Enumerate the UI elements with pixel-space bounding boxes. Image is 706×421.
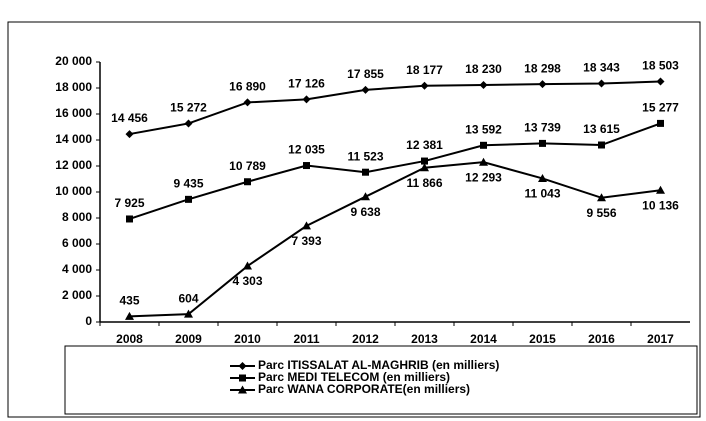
marker	[302, 221, 311, 230]
data-label: 18 343	[583, 61, 620, 75]
data-label: 18 503	[642, 59, 679, 73]
series-line	[129, 161, 661, 318]
marker	[244, 178, 251, 186]
marker	[243, 98, 252, 107]
legend-label: Parc WANA CORPORATE(en milliers)	[258, 382, 470, 396]
data-label: 11 866	[406, 176, 442, 190]
data-label: 13 615	[583, 122, 620, 136]
legend-label: Parc MEDI TELECOM (en milliers)	[258, 370, 450, 384]
data-label: 4 303	[232, 274, 262, 288]
data-label: 14 456	[111, 111, 148, 125]
data-label: 9 556	[586, 206, 616, 220]
data-label: 13 592	[465, 122, 502, 136]
marker	[597, 193, 606, 202]
marker	[362, 168, 369, 176]
data-label: 12 035	[288, 143, 325, 157]
x-tick-label: 2011	[293, 332, 319, 346]
data-label: 16 890	[229, 80, 266, 94]
series-line	[129, 80, 661, 136]
y-tick-label: 8 000	[62, 210, 92, 224]
y-tick-label: 2 000	[62, 288, 92, 302]
data-label: 12 293	[465, 170, 502, 184]
x-tick-label: 2012	[352, 332, 379, 346]
data-label: 604	[178, 291, 198, 305]
marker	[538, 80, 547, 89]
data-label: 18 230	[465, 62, 502, 76]
series-line	[129, 122, 661, 220]
marker	[420, 163, 429, 172]
marker	[479, 157, 488, 166]
y-tick-label: 0	[85, 314, 92, 328]
marker	[538, 173, 547, 182]
marker	[361, 85, 370, 94]
y-tick-label: 10 000	[55, 184, 92, 198]
marker	[656, 77, 665, 86]
marker	[303, 162, 310, 170]
marker	[656, 185, 665, 194]
chart-frame	[7, 21, 701, 418]
data-label: 13 739	[524, 121, 561, 135]
marker	[480, 141, 487, 149]
data-label: 17 126	[288, 77, 325, 91]
data-label: 9 435	[173, 177, 203, 191]
marker	[238, 385, 247, 394]
marker	[597, 79, 606, 88]
x-tick-label: 2008	[116, 332, 143, 346]
marker	[657, 119, 664, 127]
marker	[125, 130, 134, 139]
data-label: 10 789	[229, 159, 266, 173]
y-tick-label: 6 000	[62, 236, 92, 250]
x-tick-label: 2009	[175, 332, 202, 346]
data-label: 12 381	[406, 138, 443, 152]
marker	[479, 81, 488, 90]
data-label: 18 298	[524, 61, 561, 75]
data-label: 9 638	[350, 205, 380, 219]
y-tick-label: 20 000	[55, 54, 92, 68]
marker	[598, 141, 605, 149]
marker	[238, 362, 247, 370]
x-tick-label: 2015	[529, 332, 556, 346]
marker	[184, 309, 193, 318]
marker	[421, 157, 428, 165]
y-tick-label: 18 000	[55, 80, 92, 94]
marker	[239, 374, 246, 382]
y-tick-label: 16 000	[55, 106, 92, 120]
marker	[125, 311, 134, 320]
marker	[243, 261, 252, 270]
y-tick-label: 4 000	[62, 262, 92, 276]
data-label: 15 277	[642, 101, 679, 115]
marker	[184, 119, 193, 128]
data-label: 17 855	[347, 67, 384, 81]
data-label: 11 043	[524, 187, 560, 201]
legend-label: Parc ITISSALAT AL-MAGHRIB (en milliers)	[258, 358, 499, 372]
y-tick-label: 12 000	[55, 158, 92, 172]
x-tick-label: 2017	[647, 332, 674, 346]
y-tick-label: 14 000	[55, 132, 92, 146]
x-tick-label: 2010	[234, 332, 261, 346]
x-tick-label: 2014	[470, 332, 497, 346]
x-tick-label: 2016	[588, 332, 615, 346]
data-label: 15 272	[170, 101, 207, 115]
data-label: 7 925	[114, 196, 144, 210]
data-label: 7 393	[291, 234, 321, 248]
marker	[185, 195, 192, 203]
data-label: 18 177	[406, 63, 443, 77]
data-label: 11 523	[347, 149, 383, 163]
marker	[302, 95, 311, 104]
marker	[420, 81, 429, 90]
marker	[126, 215, 133, 223]
data-label: 10 136	[642, 198, 679, 212]
marker	[361, 192, 370, 201]
marker	[539, 139, 546, 147]
x-tick-label: 2013	[411, 332, 438, 346]
data-label: 435	[119, 294, 139, 308]
legend-box	[64, 345, 698, 415]
